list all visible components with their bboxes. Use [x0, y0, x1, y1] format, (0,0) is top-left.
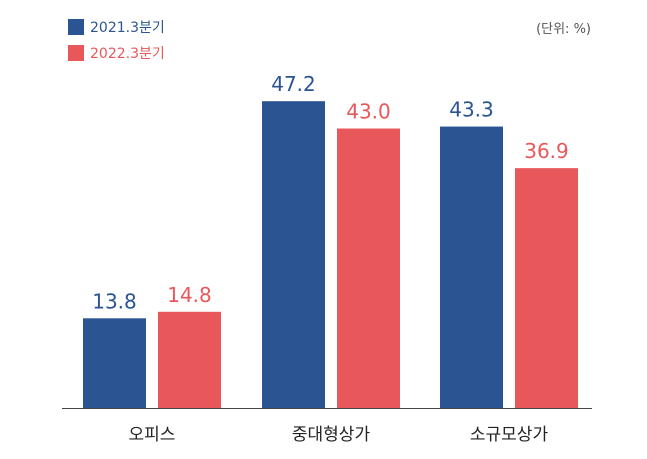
bar-2-0	[440, 126, 503, 409]
data-label-0-1: 14.8	[167, 283, 212, 307]
bar-0-0	[83, 318, 146, 408]
category-label-2: 소규모상가	[470, 425, 549, 445]
bar-2-1	[515, 168, 578, 408]
data-label-2-1: 36.9	[524, 139, 569, 163]
legend-item-2022: 2022.3분기	[68, 40, 165, 66]
bar-1-0	[262, 101, 325, 408]
legend-swatch-2021	[68, 19, 84, 35]
data-label-2-0: 43.3	[449, 98, 494, 122]
data-label-0-0: 13.8	[92, 289, 137, 313]
legend-label-2021: 2021.3분기	[90, 20, 165, 36]
legend-swatch-2022	[68, 45, 84, 61]
unit-label: (단위: %)	[536, 22, 591, 37]
data-label-1-1: 43.0	[346, 100, 391, 124]
legend-label-2022: 2022.3분기	[90, 46, 165, 62]
data-label-1-0: 47.2	[271, 72, 316, 96]
category-label-0: 오피스	[129, 425, 176, 445]
chart-legend: 2021.3분기 2022.3분기	[68, 14, 165, 66]
bar-0-1	[158, 311, 221, 408]
legend-item-2021: 2021.3분기	[68, 14, 165, 40]
category-label-1: 중대형상가	[292, 425, 371, 445]
bar-1-1	[337, 128, 400, 408]
